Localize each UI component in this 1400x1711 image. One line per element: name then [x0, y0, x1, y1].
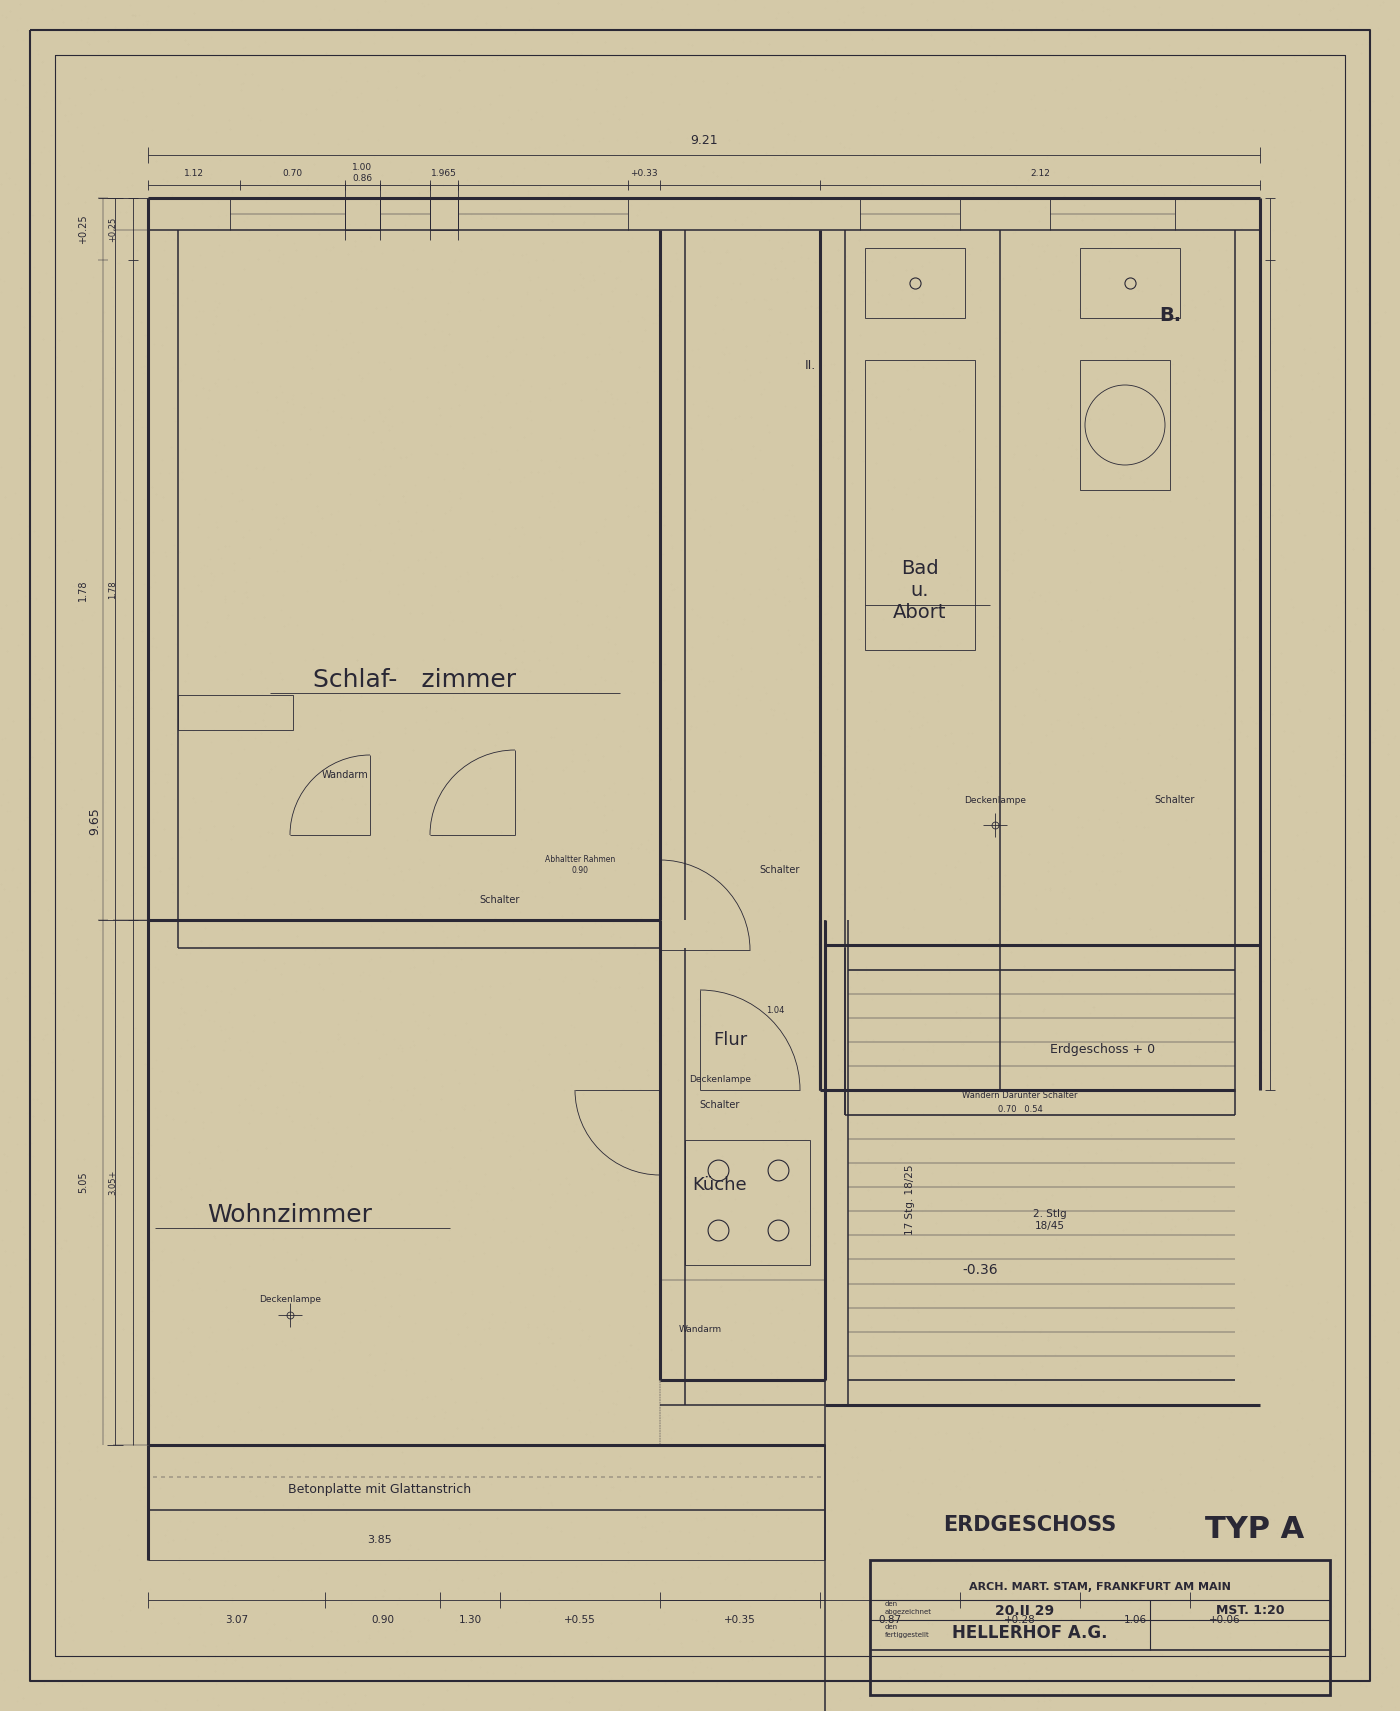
- Text: TYP A: TYP A: [1205, 1516, 1305, 1545]
- Text: 0.90: 0.90: [371, 1615, 393, 1625]
- Text: 1.965: 1.965: [431, 168, 456, 178]
- Text: Bad
u.
Abort: Bad u. Abort: [893, 558, 946, 621]
- Text: 20.II 29: 20.II 29: [995, 1603, 1054, 1619]
- Bar: [865, 359, 974, 650]
- Text: Schalter: Schalter: [760, 866, 801, 874]
- Text: 3.07: 3.07: [225, 1615, 248, 1625]
- Text: Betonplatte mit Glattanstrich: Betonplatte mit Glattanstrich: [288, 1483, 472, 1497]
- Text: HELLERHOF A.G.: HELLERHOF A.G.: [952, 1624, 1107, 1643]
- Text: +0.25: +0.25: [78, 214, 88, 243]
- Text: +0.33: +0.33: [630, 168, 658, 178]
- Text: B.: B.: [1159, 306, 1182, 325]
- Text: Deckenlampe: Deckenlampe: [965, 796, 1026, 804]
- Bar: [344, 198, 379, 229]
- Text: 0.70: 0.70: [283, 168, 302, 178]
- Text: Flur: Flur: [713, 1032, 748, 1049]
- Text: Deckenlampe: Deckenlampe: [689, 1076, 750, 1085]
- Text: 9.65: 9.65: [88, 808, 101, 835]
- Text: 1.04: 1.04: [766, 1006, 784, 1015]
- Text: 0.87: 0.87: [878, 1615, 902, 1625]
- Text: 3.05+: 3.05+: [109, 1170, 118, 1196]
- Text: +0.25: +0.25: [109, 216, 118, 241]
- Text: ARCH. MART. STAM, FRANKFURT AM MAIN: ARCH. MART. STAM, FRANKFURT AM MAIN: [969, 1583, 1231, 1591]
- Text: 1.06: 1.06: [1123, 1615, 1147, 1625]
- Bar: [430, 198, 458, 229]
- Text: 3.85: 3.85: [368, 1535, 392, 1545]
- Text: 0.70   0.54: 0.70 0.54: [998, 1105, 1043, 1114]
- Text: den: den: [885, 1624, 899, 1631]
- Text: Deckenlampe: Deckenlampe: [259, 1295, 321, 1304]
- Text: ERDGESCHOSS: ERDGESCHOSS: [944, 1514, 1117, 1535]
- Bar: [865, 248, 965, 318]
- Text: Abhaltter Rahmen
0.90: Abhaltter Rahmen 0.90: [545, 856, 615, 874]
- Text: Erdgeschoss + 0: Erdgeschoss + 0: [1050, 1044, 1155, 1056]
- Bar: [1079, 248, 1180, 318]
- Text: 1.78: 1.78: [109, 580, 118, 599]
- Text: -0.36: -0.36: [962, 1263, 998, 1276]
- Text: +0.35: +0.35: [724, 1615, 756, 1625]
- Text: +0.55: +0.55: [564, 1615, 596, 1625]
- Text: +0.06: +0.06: [1210, 1615, 1240, 1625]
- Text: II.: II.: [805, 359, 816, 371]
- Text: Wohnzimmer: Wohnzimmer: [207, 1203, 372, 1227]
- Text: +0.28: +0.28: [1004, 1615, 1036, 1625]
- Text: Schalter: Schalter: [700, 1100, 741, 1110]
- Text: 17 Stg. 18/25: 17 Stg. 18/25: [904, 1165, 916, 1235]
- Text: fertiggestellt: fertiggestellt: [885, 1632, 930, 1637]
- Text: den: den: [885, 1601, 899, 1607]
- Text: 2. Stlg
18/45: 2. Stlg 18/45: [1033, 1210, 1067, 1230]
- Bar: [685, 1140, 811, 1264]
- Text: 1.30: 1.30: [458, 1615, 482, 1625]
- Text: Wandarm: Wandarm: [679, 1326, 721, 1335]
- Text: 1.00
0.86: 1.00 0.86: [353, 163, 372, 183]
- Text: Wandern Darunter Schalter: Wandern Darunter Schalter: [962, 1090, 1078, 1100]
- Text: 9.21: 9.21: [690, 133, 718, 147]
- Bar: [869, 1560, 1330, 1696]
- Bar: [178, 695, 293, 731]
- Text: abgezeichnet: abgezeichnet: [885, 1608, 932, 1615]
- Text: 2.12: 2.12: [1030, 168, 1050, 178]
- Text: Wandarm: Wandarm: [322, 770, 368, 780]
- Bar: [1079, 359, 1170, 489]
- Text: Schalter: Schalter: [1155, 796, 1196, 804]
- Text: Schlaf-   zimmer: Schlaf- zimmer: [314, 667, 517, 691]
- Text: 1.78: 1.78: [78, 580, 88, 601]
- Text: MST. 1:20: MST. 1:20: [1215, 1605, 1284, 1617]
- Text: 1.12: 1.12: [183, 168, 204, 178]
- Text: Küche: Küche: [693, 1175, 748, 1194]
- Text: Schalter: Schalter: [480, 895, 521, 905]
- Text: 5.05: 5.05: [78, 1172, 88, 1193]
